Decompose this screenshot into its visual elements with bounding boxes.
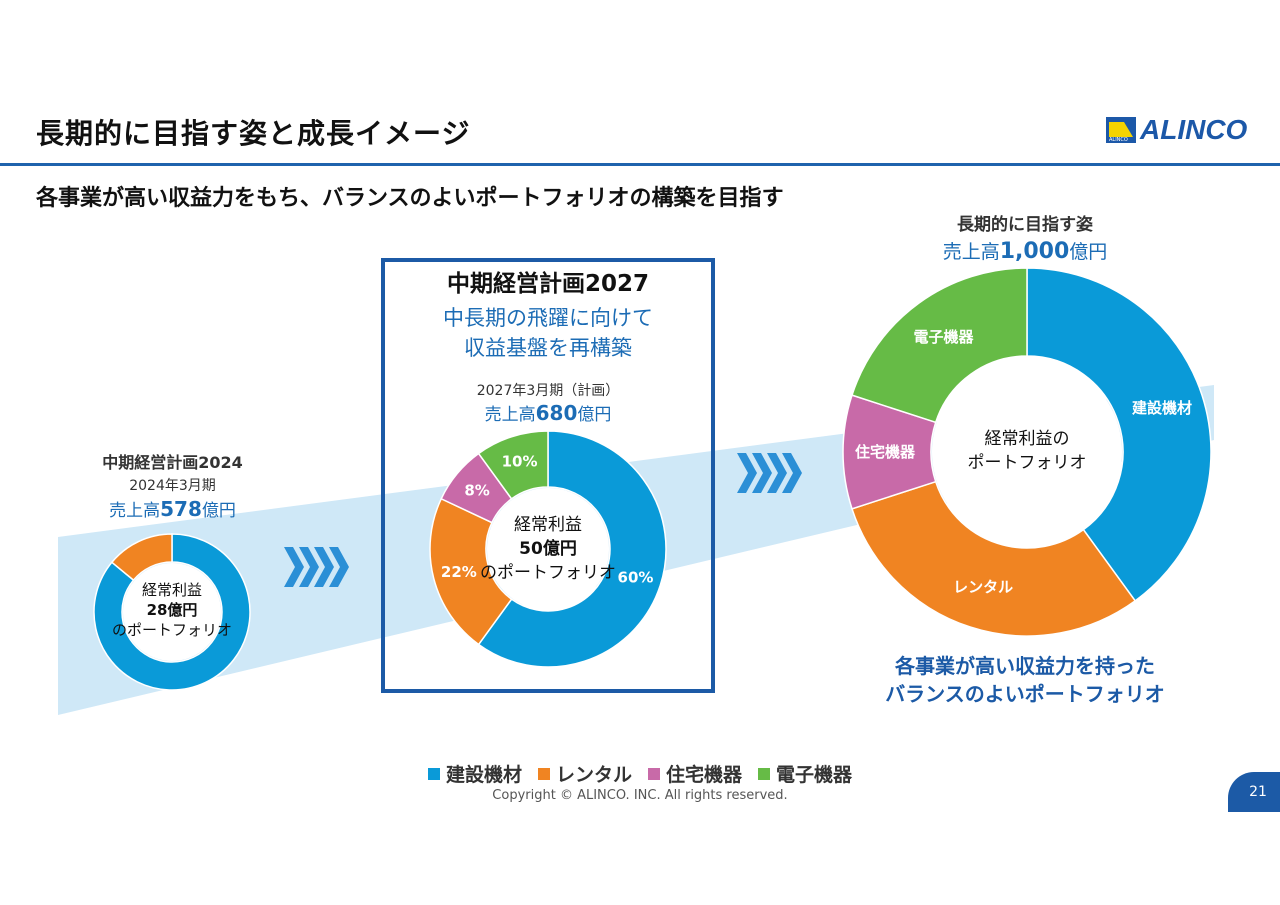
donut-hole (487, 488, 609, 610)
donut-longterm-center-line1: 経常利益の (984, 429, 1070, 449)
donut-2024-center-line2: 28億円 (146, 601, 198, 619)
legend-swatch (537, 767, 550, 780)
legend-item: 建設機材 (427, 760, 522, 787)
legend-label: 電子機器 (776, 764, 853, 786)
plan-2027-name: 中期経営計画2027 (446, 271, 649, 297)
longterm-sales-value: 1,000 (999, 239, 1070, 264)
donut-slice-label: 60% (618, 568, 654, 586)
legend-swatch (648, 767, 660, 780)
header-rule (0, 163, 1280, 166)
donut-slice-レンタル (110, 533, 173, 582)
donut-2027-center-line3: のポートフォリオ (480, 563, 616, 583)
plan-2027-frame (381, 258, 715, 693)
logo-text: ALINCO (1140, 114, 1248, 145)
donut-slice-電子機器 (851, 267, 1028, 424)
plan-2027-labels: 中期経営計画2027 中長期の飛躍に向けて 収益基盤を再構築 2027年3月期（… (385, 264, 711, 425)
donut-slice-label: 22% (441, 563, 477, 581)
chevron-arrow-icon-2 (737, 453, 802, 493)
donut-2027-center: 経常利益 50億円 のポートフォリオ (468, 513, 628, 585)
donut-longterm-center: 経常利益の ポートフォリオ (952, 427, 1102, 475)
donut-chart-2024 (93, 533, 251, 691)
donut-slice-電子機器 (477, 430, 549, 500)
copyright-text: Copyright © ALINCO. INC. All rights rese… (492, 788, 788, 803)
plan-2024-sales: 売上高578億円 (70, 496, 275, 521)
donut-slice-建設機材 (1026, 267, 1212, 602)
longterm-sales: 売上高1,000億円 (900, 237, 1150, 264)
donut-slice-label: 建設機材 (1132, 399, 1192, 417)
donut-2027-center-line2: 50億円 (519, 539, 577, 559)
donut-slice-label: 住宅機器 (855, 443, 916, 461)
donut-2027-center-line1: 経常利益 (514, 515, 582, 535)
legend-swatch (758, 767, 771, 780)
logo-mark-icon: ALINCO (1106, 117, 1136, 143)
donut-longterm-center-line2: ポートフォリオ (967, 453, 1087, 473)
legend-label: レンタル (555, 764, 632, 786)
legend-item: 電子機器 (758, 760, 852, 787)
donut-2024-center-line3: のポートフォリオ (111, 621, 232, 639)
donut-2024-center-line1: 経常利益 (141, 581, 202, 599)
legend-label: 建設機材 (445, 764, 522, 786)
longterm-sales-prefix: 売上高 (942, 241, 1000, 263)
plan-2027-sales-prefix: 売上高 (484, 405, 536, 425)
tagline-line2: バランスのよいポートフォリオ (885, 682, 1165, 706)
donut-slice-レンタル (851, 480, 1137, 637)
longterm-sales-suffix: 億円 (1069, 241, 1108, 263)
plan-2024-sales-prefix: 売上高 (109, 501, 161, 521)
tagline-line1: 各事業が高い収益力を持った (895, 654, 1155, 678)
plan-2024-sales-suffix: 億円 (201, 501, 236, 521)
donut-hole (123, 563, 221, 661)
chevron-arrow-icon-1 (284, 547, 349, 587)
donut-slice-label: レンタル (953, 578, 1013, 596)
plan-2027-period: 2027年3月期（計画） (476, 383, 620, 399)
legend-label: 住宅機器 (666, 764, 743, 786)
plan-2024-labels: 中期経営計画2024 2024年3月期 売上高578億円 (70, 449, 275, 521)
plan-2024-name: 中期経営計画2024 (102, 453, 243, 472)
donut-slice-建設機材 (477, 430, 667, 668)
plan-2027-sales: 売上高680億円 (385, 400, 711, 425)
page-subtitle: 各事業が高い収益力をもち、バランスのよいポートフォリオの構築を目指す (36, 186, 784, 211)
plan-2027-sales-value: 680 (535, 401, 578, 425)
page-number: 21 (1228, 772, 1280, 812)
plan-2027-desc-line1: 中長期の飛躍に向けて (443, 306, 653, 330)
company-logo: ALINCO ALINCO (1106, 114, 1247, 146)
plan-2024-sales-value: 578 (160, 497, 202, 521)
donut-slice-建設機材 (93, 533, 251, 691)
longterm-name: 長期的に目指す姿 (957, 215, 1093, 235)
donut-hole (932, 357, 1122, 547)
donut-slice-label: 電子機器 (914, 328, 975, 346)
plan-2027-sales-suffix: 億円 (577, 405, 612, 425)
legend-item: 住宅機器 (648, 760, 742, 787)
donut-slice-レンタル (429, 497, 513, 646)
plan-2027-desc-line2: 収益基盤を再構築 (464, 336, 632, 360)
plan-2024-period: 2024年3月期 (129, 478, 216, 494)
legend-item: レンタル (537, 760, 632, 787)
donut-slice-label: 8% (464, 481, 489, 499)
logo-small-text: ALINCO (1109, 137, 1128, 143)
tagline: 各事業が高い収益力を持った バランスのよいポートフォリオ (860, 652, 1190, 708)
longterm-labels: 長期的に目指す姿 売上高1,000億円 (900, 210, 1150, 264)
donut-chart-2027: 60% 22% 8% 10% (429, 430, 667, 668)
donut-2024-center: 経常利益 28億円 のポートフォリオ (102, 580, 242, 640)
page-title: 長期的に目指す姿と成長イメージ (36, 117, 471, 150)
donut-slice-label: 10% (502, 453, 538, 471)
chart-legend: 建設機材 レンタル 住宅機器 電子機器 (0, 760, 1280, 787)
legend-swatch (427, 767, 440, 780)
